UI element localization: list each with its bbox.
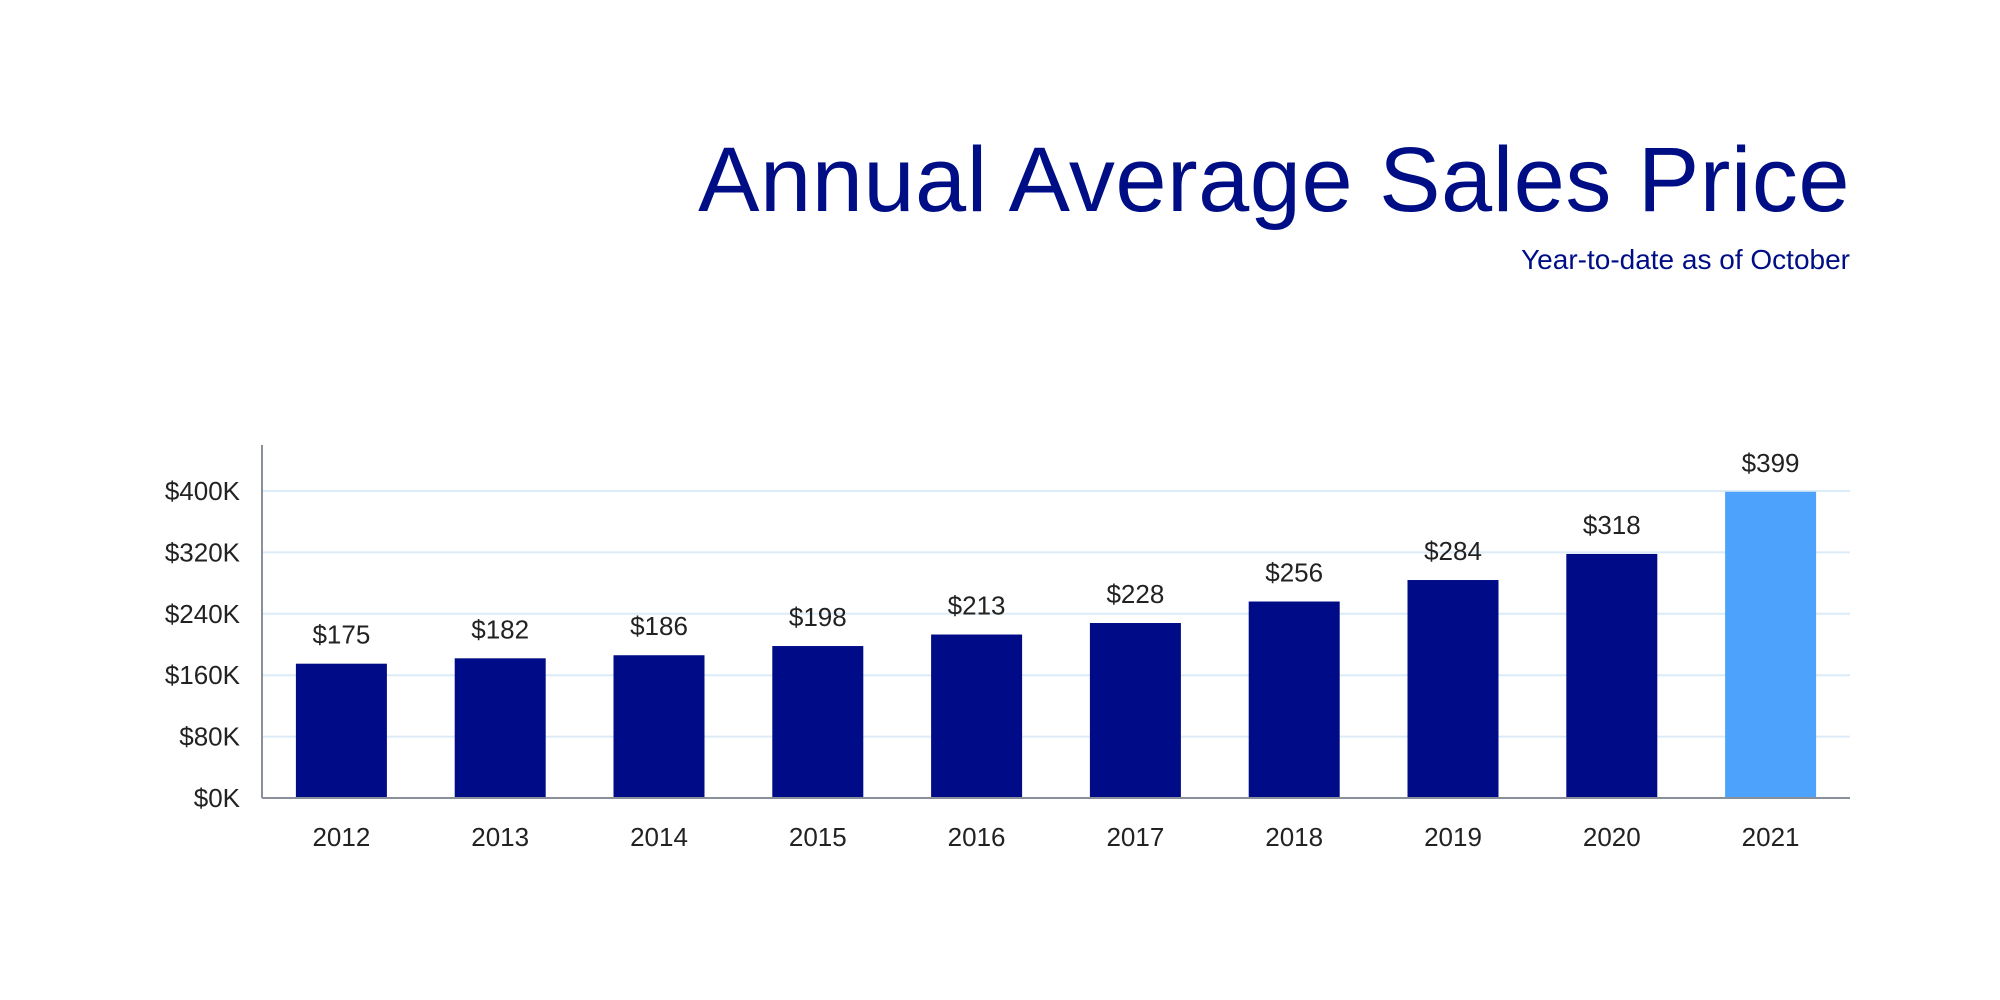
bars [295,491,1817,798]
data-label: $228 [1106,579,1164,609]
data-label: $213 [948,591,1006,621]
bar-2013 [454,658,546,798]
bar-2019 [1407,580,1499,798]
data-label: $399 [1742,448,1800,478]
x-tick-label: 2017 [1106,822,1164,852]
bar-2018 [1248,601,1340,798]
bar-2021 [1725,491,1817,798]
axes: $0K $80K $160K $240K $320K $400K 2012 2013 2014 2… [165,445,1850,852]
x-tick-label: 2018 [1265,822,1323,852]
bar-2016 [931,634,1023,798]
x-tick-label: 2014 [630,822,688,852]
y-tick-label: $320K [165,537,241,567]
bar-2012 [295,663,387,798]
data-labels: $175 $182 $186 $198 $213 $228 $256 $284 $318 $399 [312,448,1799,650]
data-label: $182 [471,614,529,644]
x-tick-label: 2020 [1583,822,1641,852]
chart-title: Annual Average Sales Price [698,129,1850,231]
x-tick-label: 2021 [1742,822,1800,852]
chart-subtitle: Year-to-date as of October [1521,244,1850,275]
y-tick-label: $400K [165,476,241,506]
bar-2017 [1089,623,1181,798]
x-tick-label: 2015 [789,822,847,852]
bar-2020 [1566,553,1658,798]
y-tick-label: $0K [194,783,241,813]
data-label: $186 [630,611,688,641]
x-tick-label: 2019 [1424,822,1482,852]
x-tick-label: 2012 [312,822,370,852]
data-label: $175 [312,620,370,650]
bar-2014 [613,655,705,798]
x-tick-label: 2013 [471,822,529,852]
data-label: $256 [1265,558,1323,588]
data-label: $284 [1424,536,1482,566]
data-label: $318 [1583,510,1641,540]
y-tick-label: $160K [165,660,241,690]
y-tick-label: $80K [179,722,240,752]
x-tick-label: 2016 [948,822,1006,852]
bar-2015 [772,646,864,798]
y-tick-label: $240K [165,599,241,629]
data-label: $198 [789,602,847,632]
